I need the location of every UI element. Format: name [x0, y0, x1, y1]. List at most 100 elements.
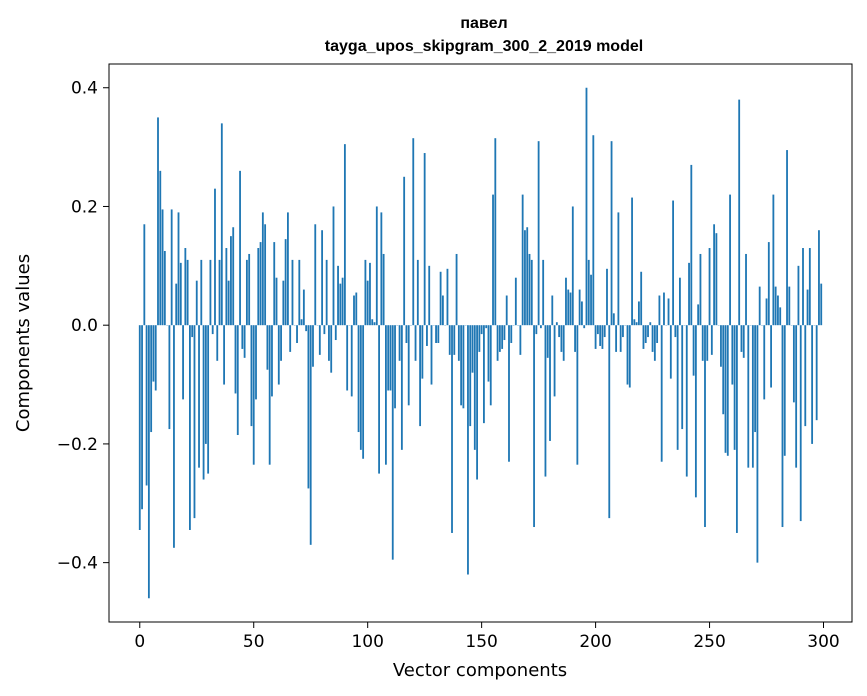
bar — [389, 325, 392, 391]
bar — [585, 87, 588, 326]
bar — [264, 224, 267, 326]
bar — [514, 277, 517, 326]
bar — [656, 325, 659, 343]
bar — [802, 248, 804, 326]
bar — [312, 325, 314, 367]
bar — [565, 277, 567, 326]
bar — [159, 170, 162, 326]
bar — [250, 325, 253, 427]
bar — [403, 176, 406, 326]
bar — [569, 292, 572, 326]
bar — [690, 164, 693, 326]
bar — [581, 301, 583, 326]
bar — [751, 325, 754, 468]
bar — [706, 325, 709, 361]
bar — [455, 253, 458, 326]
bar — [275, 277, 278, 326]
bar — [783, 325, 786, 456]
bar — [617, 212, 620, 326]
bar — [414, 325, 417, 361]
bar — [193, 325, 196, 519]
bar — [280, 325, 282, 361]
bar — [355, 292, 358, 326]
bar — [173, 325, 175, 548]
bar — [496, 325, 499, 361]
x-tick-label: 300 — [807, 632, 839, 652]
bar — [321, 230, 324, 326]
bar — [811, 325, 814, 444]
bar — [168, 325, 171, 430]
bar — [571, 206, 574, 326]
bar — [505, 295, 508, 326]
bar — [781, 325, 784, 528]
bar — [642, 325, 645, 349]
bar — [467, 325, 469, 575]
x-tick-label: 200 — [579, 632, 611, 652]
bar — [553, 325, 556, 397]
bar-series — [138, 87, 823, 599]
x-tick-label: 50 — [243, 632, 265, 652]
bar — [437, 325, 440, 343]
bar — [603, 325, 606, 338]
bar — [145, 325, 148, 486]
bar — [170, 209, 173, 326]
bar — [795, 325, 798, 468]
bar — [742, 325, 745, 358]
bar — [594, 325, 597, 349]
bar — [592, 135, 595, 326]
bar — [300, 319, 303, 326]
bar — [382, 253, 385, 326]
bar — [510, 325, 513, 343]
bar — [357, 325, 360, 433]
bar — [704, 325, 706, 528]
y-axis-label: Components values — [13, 254, 34, 432]
bar — [398, 325, 401, 361]
bar — [416, 259, 419, 326]
bar — [663, 292, 665, 326]
bar — [448, 325, 451, 355]
bar — [154, 325, 157, 391]
bar — [234, 325, 237, 394]
bar — [649, 322, 652, 326]
bar — [738, 99, 741, 326]
bar — [560, 325, 563, 352]
bar — [731, 325, 734, 385]
bar — [175, 283, 178, 326]
bar — [366, 280, 369, 326]
bar — [558, 325, 561, 338]
bar — [385, 325, 387, 465]
bar — [184, 248, 187, 326]
x-axis-ticks: 0 50 100 150 200 250 300 — [134, 622, 840, 652]
bar — [519, 325, 522, 355]
bar — [350, 325, 353, 397]
bar — [150, 325, 153, 433]
bar — [271, 325, 273, 397]
chart-title: павел — [460, 15, 507, 32]
bar — [373, 322, 376, 326]
bar — [818, 230, 820, 326]
bar — [419, 325, 422, 427]
bar — [583, 325, 586, 329]
bar — [528, 253, 531, 326]
bar — [341, 277, 344, 326]
bar — [428, 265, 431, 326]
bar — [820, 283, 823, 326]
bar — [457, 325, 460, 361]
bar — [815, 325, 818, 421]
bar — [200, 259, 203, 326]
bar — [423, 153, 426, 326]
bar — [141, 325, 143, 510]
bar — [239, 170, 241, 326]
bar — [544, 325, 547, 477]
bar — [533, 325, 535, 528]
y-tick-label: 0.0 — [71, 316, 98, 336]
bar — [539, 325, 542, 329]
bar — [549, 325, 551, 441]
bar — [143, 224, 146, 326]
bar — [758, 286, 761, 326]
bar — [740, 325, 743, 352]
x-tick-label: 0 — [134, 632, 145, 652]
bar — [277, 325, 280, 385]
bar — [715, 233, 718, 326]
bar — [332, 206, 335, 326]
